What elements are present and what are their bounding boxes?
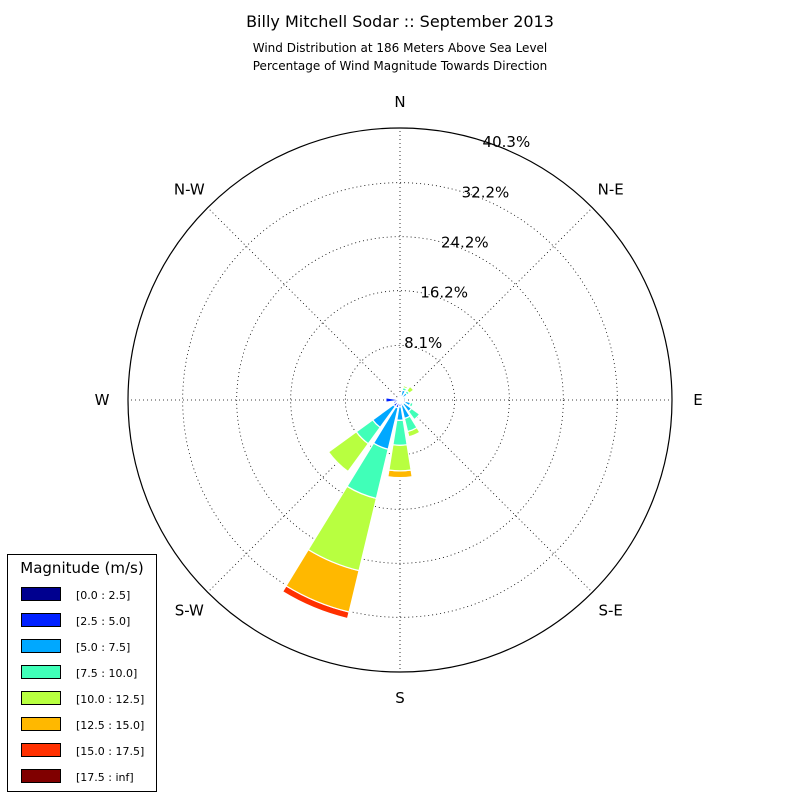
legend-item: [7.5 : 10.0] bbox=[21, 665, 151, 681]
legend-swatch bbox=[21, 691, 61, 705]
legend-item: [15.0 : 17.5] bbox=[21, 743, 151, 759]
wind-bar-segment bbox=[388, 443, 412, 472]
legend-label: [2.5 : 5.0] bbox=[76, 615, 131, 628]
direction-label: S-W bbox=[175, 602, 204, 620]
legend-item: [10.0 : 12.5] bbox=[21, 691, 151, 707]
circular-gridline bbox=[182, 182, 618, 618]
direction-label: W bbox=[95, 391, 110, 409]
direction-label: N-E bbox=[598, 180, 624, 198]
legend-item: [17.5 : inf] bbox=[21, 769, 151, 785]
radial-tick-label: 40.3% bbox=[483, 133, 531, 151]
legend-label: [15.0 : 17.5] bbox=[76, 745, 145, 758]
circular-gridline bbox=[236, 236, 564, 564]
legend-swatch bbox=[21, 665, 61, 679]
legend-swatch bbox=[21, 743, 61, 757]
direction-label: E bbox=[693, 391, 702, 409]
radial-gridline bbox=[399, 207, 593, 401]
legend-item: [5.0 : 7.5] bbox=[21, 639, 151, 655]
legend-swatch bbox=[21, 613, 61, 627]
legend-label: [10.0 : 12.5] bbox=[76, 693, 145, 706]
legend-label: [12.5 : 15.0] bbox=[76, 719, 145, 732]
legend-item: [12.5 : 15.0] bbox=[21, 717, 151, 733]
radial-gridline bbox=[207, 207, 401, 401]
chart-title: Billy Mitchell Sodar :: September 2013 bbox=[246, 12, 554, 31]
circular-gridline bbox=[344, 344, 456, 456]
legend-item: [0.0 : 2.5] bbox=[21, 587, 151, 603]
legend-label: [17.5 : inf] bbox=[76, 771, 134, 784]
radial-gridline bbox=[399, 399, 593, 593]
wind-bar-segment bbox=[392, 419, 408, 446]
radial-tick-label: 32.2% bbox=[462, 184, 510, 202]
legend-swatch bbox=[21, 769, 61, 783]
outer-circle bbox=[127, 127, 673, 673]
legend-swatch bbox=[21, 639, 61, 653]
radial-tick-label: 24.2% bbox=[441, 234, 489, 252]
direction-label: N bbox=[394, 93, 405, 111]
legend-title: Magnitude (m/s) bbox=[20, 559, 144, 577]
polar-grid bbox=[127, 127, 673, 673]
legend-swatch bbox=[21, 587, 61, 601]
chart-subtitle-1: Wind Distribution at 186 Meters Above Se… bbox=[252, 41, 548, 55]
wind-bar-segment bbox=[398, 397, 401, 401]
polar-labels: 8.1% 16.2% 24.2% 32.2% 40.3% N N-E E S-E S S-W W N-W bbox=[95, 93, 703, 707]
radial-tick-label: 8.1% bbox=[404, 334, 442, 352]
direction-label: S-E bbox=[599, 602, 623, 620]
legend-label: [7.5 : 10.0] bbox=[76, 667, 138, 680]
legend: Magnitude (m/s) [0.0 : 2.5] [2.5 : 5.0] [5… bbox=[7, 554, 157, 792]
direction-label: N-W bbox=[174, 180, 205, 198]
circular-gridline bbox=[290, 290, 510, 510]
legend-label: [5.0 : 7.5] bbox=[76, 641, 131, 654]
wind-rose-bars bbox=[281, 384, 421, 620]
legend-swatch bbox=[21, 717, 61, 731]
legend-item: [2.5 : 5.0] bbox=[21, 613, 151, 629]
chart-subtitle-2: Percentage of Wind Magnitude Towards Dir… bbox=[252, 59, 548, 73]
legend-label: [0.0 : 2.5] bbox=[76, 589, 131, 602]
direction-label: S bbox=[395, 689, 405, 707]
radial-tick-label: 16.2% bbox=[420, 283, 468, 301]
